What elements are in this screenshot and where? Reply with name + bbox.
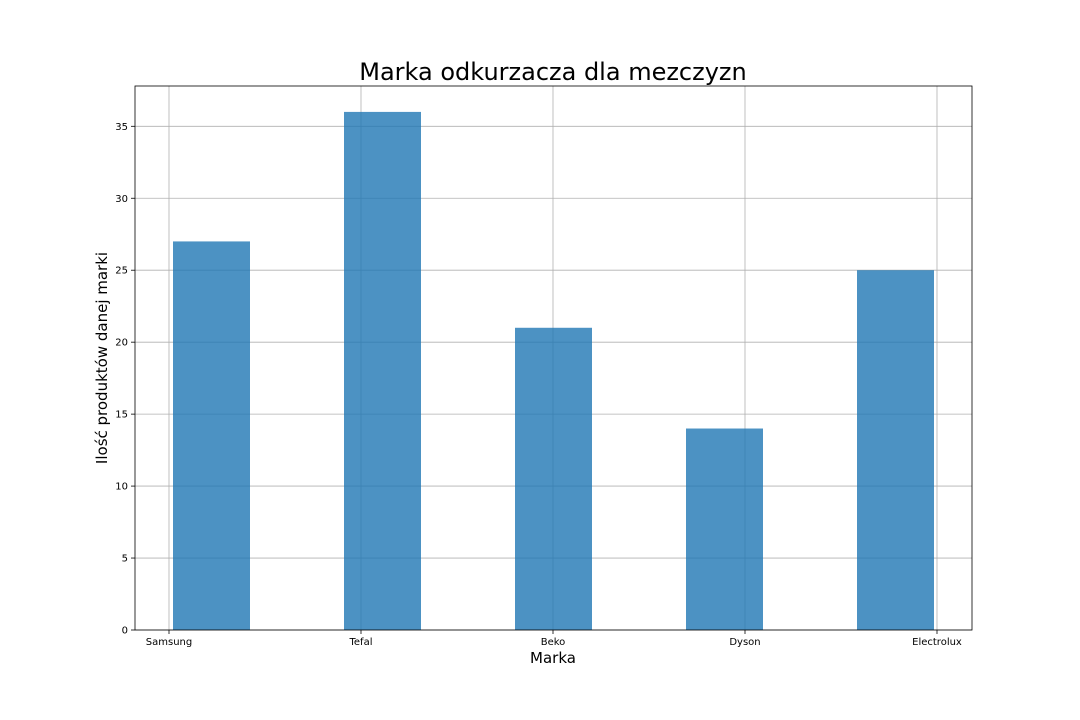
x-tick-label: Beko [541,637,566,648]
tick-layer: 0 5 10 15 20 25 30 35 Samsung Tefal Beko Dyson Elect… [115,122,962,648]
bar-dyson [686,428,763,630]
chart-title: Marka odkurzacza dla mezczyzn [359,58,746,86]
y-tick-label: 35 [115,122,128,133]
x-tick-label: Dyson [729,637,760,648]
y-tick-label: 10 [115,482,128,493]
y-tick-label: 30 [115,194,128,205]
plot-frame [134,85,973,631]
x-tick-label: Electrolux [912,637,962,648]
x-axis-label: Marka [530,649,576,667]
bar-beko [515,327,592,630]
bar-samsung [173,241,250,630]
bar-tefal [344,111,421,630]
y-tick-label: 5 [122,554,128,565]
bar-electrolux [857,270,934,630]
bar-layer [173,111,934,630]
x-tick-label: Samsung [146,637,192,648]
y-tick-label: 0 [122,626,128,637]
y-tick-label: 25 [115,266,128,277]
x-tick-label: Tefal [349,637,373,648]
y-tick-label: 15 [115,410,128,421]
y-tick-label: 20 [115,338,128,349]
y-axis-label: Ilość produktów danej marki [93,252,111,464]
